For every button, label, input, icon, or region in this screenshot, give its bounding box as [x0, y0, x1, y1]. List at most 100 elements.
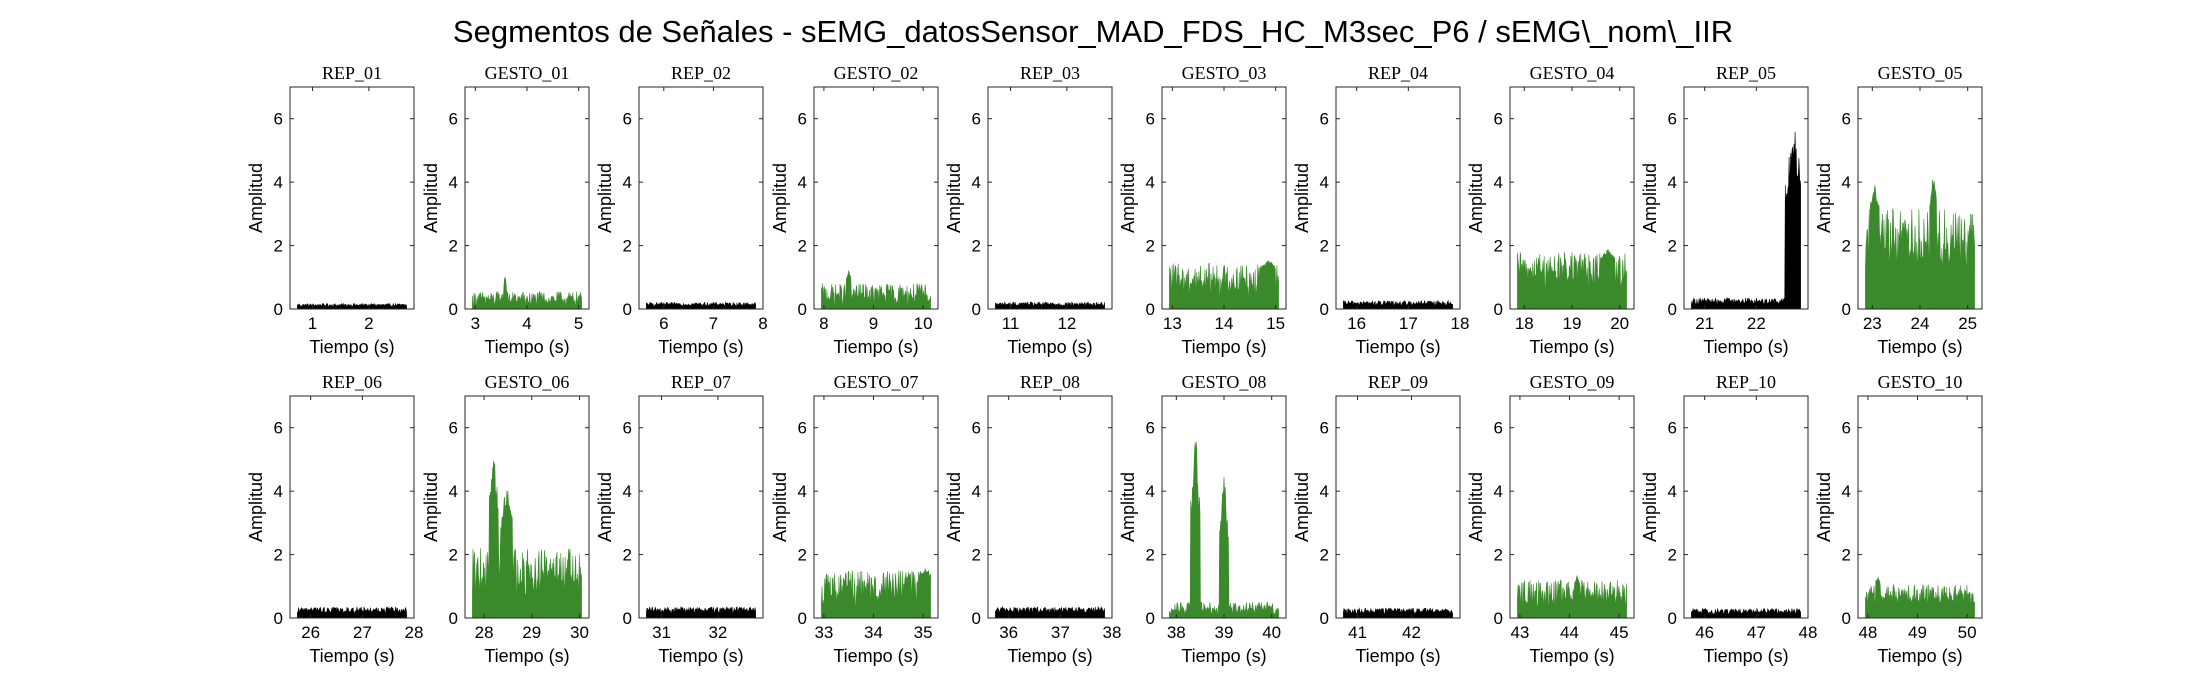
y-tick-label: 2 [1842, 546, 1851, 565]
x-tick-label: 8 [819, 314, 828, 333]
subplot-rep-07: REP_07 31 32 0 2 4 6 Tiempo (s) Amplitud [595, 372, 764, 666]
y-tick-label: 4 [449, 482, 458, 501]
y-tick-label: 4 [623, 482, 632, 501]
y-tick-label: 0 [623, 300, 632, 319]
y-tick-label: 0 [1842, 609, 1851, 628]
y-axis-label: Amplitud [1814, 163, 1834, 233]
subplot-gesto-07: GESTO_07 33 34 35 0 2 4 6 Tiempo (s) Amplitud [770, 372, 939, 666]
x-tick-label: 28 [405, 623, 424, 642]
x-tick-label: 29 [522, 623, 541, 642]
signal-trace [297, 302, 407, 310]
y-tick-label: 0 [274, 300, 283, 319]
subplot-title: GESTO_09 [1530, 372, 1615, 392]
figure-title: Segmentos de Señales - sEMG_datosSensor_… [453, 14, 1733, 49]
y-tick-label: 4 [1146, 482, 1155, 501]
y-tick-label: 4 [798, 173, 807, 192]
x-axis-label: Tiempo (s) [1355, 337, 1440, 357]
y-tick-label: 6 [798, 110, 807, 129]
x-tick-label: 9 [869, 314, 878, 333]
y-tick-label: 2 [1668, 546, 1677, 565]
subplot-rep-09: REP_09 41 42 0 2 4 6 Tiempo (s) Amplitud [1292, 372, 1461, 666]
y-tick-label: 2 [798, 237, 807, 256]
x-tick-label: 12 [1057, 314, 1076, 333]
y-axis-label: Amplitud [944, 163, 964, 233]
y-tick-label: 0 [623, 609, 632, 628]
x-tick-label: 48 [1858, 623, 1877, 642]
subplot-gesto-08: GESTO_08 38 39 40 0 2 4 6 Tiempo (s) Amplitud [1118, 372, 1287, 666]
y-tick-label: 4 [1146, 173, 1155, 192]
x-tick-label: 41 [1348, 623, 1367, 642]
x-tick-label: 38 [1103, 623, 1122, 642]
y-axis-label: Amplitud [1466, 472, 1486, 542]
x-tick-label: 31 [652, 623, 671, 642]
x-axis-label: Tiempo (s) [833, 337, 918, 357]
y-tick-label: 2 [623, 546, 632, 565]
axes-box [1335, 86, 1461, 310]
y-tick-label: 4 [449, 173, 458, 192]
subplot-gesto-02: GESTO_02 8 9 10 0 2 4 6 Tiempo (s) Amplitud [770, 63, 939, 357]
y-axis-label: Amplitud [421, 472, 441, 542]
x-axis-label: Tiempo (s) [1355, 646, 1440, 666]
y-tick-label: 6 [1494, 110, 1503, 129]
x-tick-label: 45 [1610, 623, 1629, 642]
axes-box [813, 395, 939, 619]
subplot-title: GESTO_06 [485, 372, 570, 392]
subplot-title: GESTO_07 [834, 372, 919, 392]
y-axis-label: Amplitud [246, 163, 266, 233]
subplot-gesto-01: GESTO_01 3 4 5 0 2 4 6 Tiempo (s) Amplitud [421, 63, 590, 357]
x-axis-label: Tiempo (s) [1007, 337, 1092, 357]
y-tick-label: 6 [1320, 419, 1329, 438]
x-tick-label: 22 [1747, 314, 1766, 333]
x-axis-label: Tiempo (s) [1703, 646, 1788, 666]
subplot-title: GESTO_03 [1182, 63, 1267, 83]
y-axis-label: Amplitud [1814, 472, 1834, 542]
x-tick-label: 50 [1958, 623, 1977, 642]
subplot-rep-06: REP_06 26 27 28 0 2 4 6 Tiempo (s) Amplitud [246, 372, 423, 666]
y-tick-label: 6 [972, 419, 981, 438]
y-tick-label: 4 [274, 482, 283, 501]
subplot-gesto-06: GESTO_06 28 29 30 0 2 4 6 Tiempo (s) Amplitud [421, 372, 590, 666]
y-tick-label: 0 [449, 609, 458, 628]
y-tick-label: 2 [449, 237, 458, 256]
signal-trace [1691, 607, 1801, 619]
y-tick-label: 0 [1668, 609, 1677, 628]
x-tick-label: 36 [999, 623, 1018, 642]
y-tick-label: 2 [1494, 546, 1503, 565]
y-tick-label: 6 [623, 110, 632, 129]
y-tick-label: 2 [1668, 237, 1677, 256]
subplot-rep-04: REP_04 16 17 18 0 2 4 6 Tiempo (s) Amplitud [1292, 63, 1469, 357]
y-tick-label: 6 [798, 419, 807, 438]
y-tick-label: 2 [1146, 237, 1155, 256]
x-tick-label: 19 [1563, 314, 1582, 333]
y-tick-label: 6 [1842, 419, 1851, 438]
signal-trace [472, 276, 582, 310]
x-tick-label: 16 [1347, 314, 1366, 333]
axes-box [1683, 395, 1809, 619]
subplot-title: REP_07 [671, 372, 731, 392]
y-tick-label: 6 [1146, 419, 1155, 438]
subplot-title: REP_10 [1716, 372, 1776, 392]
x-axis-label: Tiempo (s) [833, 646, 918, 666]
subplot-title: GESTO_04 [1530, 63, 1615, 83]
subplot-rep-02: REP_02 6 7 8 0 2 4 6 Tiempo (s) Amplitud [595, 63, 768, 357]
x-tick-label: 46 [1695, 623, 1714, 642]
signal-trace [1343, 607, 1453, 619]
signal-trace [1691, 131, 1801, 310]
y-axis-label: Amplitud [246, 472, 266, 542]
x-tick-label: 44 [1560, 623, 1579, 642]
y-axis-label: Amplitud [770, 472, 790, 542]
y-tick-label: 0 [972, 300, 981, 319]
subplot-gesto-03: GESTO_03 13 14 15 0 2 4 6 Tiempo (s) Amplitud [1118, 63, 1287, 357]
signal-trace [1865, 576, 1975, 619]
y-tick-label: 6 [449, 419, 458, 438]
subplot-title: REP_04 [1368, 63, 1428, 83]
y-tick-label: 6 [1320, 110, 1329, 129]
x-tick-label: 25 [1958, 314, 1977, 333]
subplot-title: GESTO_05 [1878, 63, 1963, 83]
signal-trace [1169, 260, 1279, 310]
x-tick-label: 37 [1051, 623, 1070, 642]
y-tick-label: 6 [623, 419, 632, 438]
x-axis-label: Tiempo (s) [1877, 337, 1962, 357]
